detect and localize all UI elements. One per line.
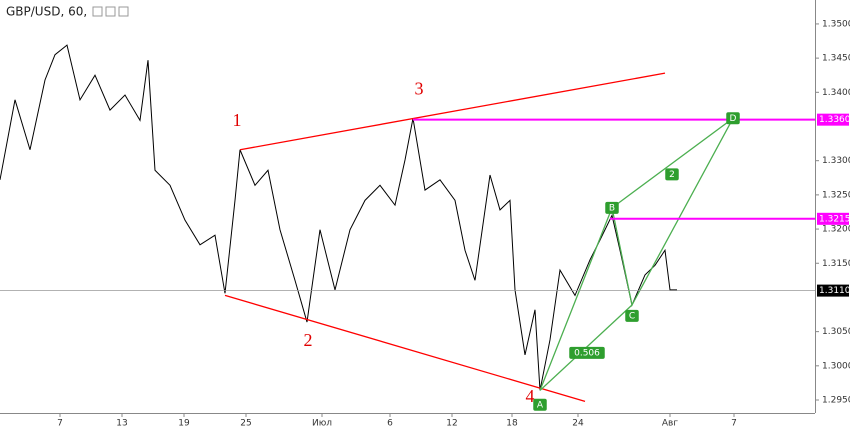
y-tick-label: 1.3250 <box>822 190 850 200</box>
icon[interactable] <box>105 6 116 17</box>
trendline <box>611 117 734 209</box>
trendline <box>539 117 734 391</box>
pattern-label-box <box>625 309 639 322</box>
x-tick-label: 25 <box>240 419 251 429</box>
y-tick-label: 1.3400 <box>822 88 850 98</box>
level-label: 1.3215 <box>819 214 850 224</box>
current-price-label: 1.3110 <box>819 286 850 296</box>
pattern-label-box <box>533 398 547 411</box>
wave-label: 3 <box>415 78 424 98</box>
price-line <box>0 44 677 391</box>
x-tick-label: 18 <box>506 419 518 429</box>
pattern-label-box <box>726 112 740 125</box>
pattern-label-box <box>665 168 679 181</box>
pattern-label: C <box>629 311 635 321</box>
chart-title: GBP/USD, 60, <box>6 5 87 19</box>
y-tick-label: 1.3450 <box>822 54 850 64</box>
y-tick-label: 1.3300 <box>822 156 850 166</box>
level-label: 1.3360 <box>819 115 850 125</box>
y-tick-label: 1.3150 <box>822 259 850 269</box>
pattern-label: 2 <box>669 170 675 180</box>
pattern-label: A <box>537 400 544 410</box>
y-tick-label: 1.2950 <box>822 396 850 406</box>
pattern-label-box <box>605 201 619 214</box>
y-tick-label: 1.3050 <box>822 327 850 337</box>
trendline <box>239 72 666 151</box>
x-tick-label: 13 <box>116 419 127 429</box>
x-tick-label: 12 <box>446 419 457 429</box>
x-tick-label: Июл <box>312 419 332 429</box>
x-tick-label: 6 <box>387 419 393 429</box>
x-tick-label: 7 <box>57 419 63 429</box>
icon[interactable] <box>118 6 129 17</box>
icon[interactable] <box>92 6 103 17</box>
wave-label: 4 <box>526 386 535 406</box>
x-tick-label: 7 <box>731 419 737 429</box>
y-tick-label: 1.3500 <box>822 19 850 29</box>
y-tick-label: 1.3000 <box>822 361 850 371</box>
level-label-box <box>817 212 849 225</box>
x-tick-label: 19 <box>178 419 190 429</box>
y-tick-label: 1.3200 <box>822 225 850 235</box>
wave-label: 1 <box>233 110 242 130</box>
x-tick-label: Авг <box>662 419 678 429</box>
x-tick-label: 24 <box>572 419 584 429</box>
pattern-label-box <box>569 346 605 359</box>
pattern-label: 0.506 <box>574 348 600 358</box>
pattern-label: D <box>730 114 737 124</box>
level-label-box <box>817 113 849 126</box>
pattern-label: B <box>609 203 615 213</box>
current-price-box <box>817 284 849 297</box>
wave-label: 2 <box>304 330 313 350</box>
trendline <box>224 294 586 402</box>
